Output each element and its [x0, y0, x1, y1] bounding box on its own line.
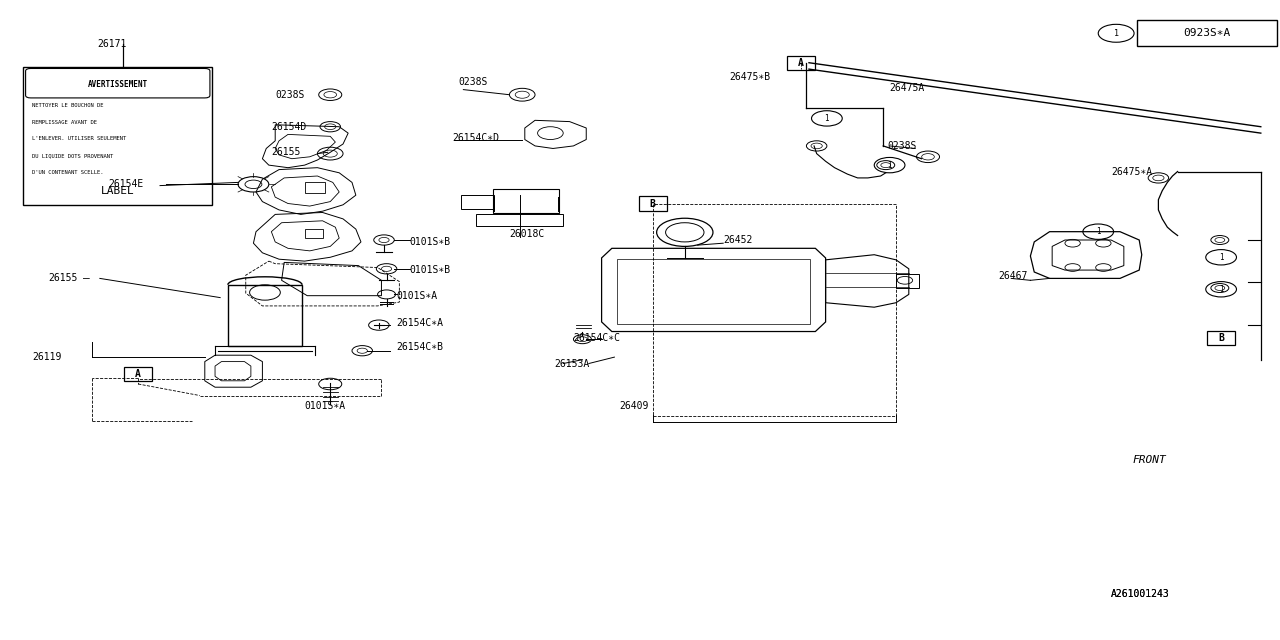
- Text: 26467: 26467: [998, 271, 1028, 282]
- Text: 26154C∗D: 26154C∗D: [452, 132, 499, 143]
- Text: A261001243: A261001243: [1111, 589, 1170, 599]
- Bar: [476, 214, 563, 226]
- Text: D'UN CONTENANT SCELLE.: D'UN CONTENANT SCELLE.: [32, 170, 104, 175]
- Text: 26452: 26452: [723, 235, 753, 245]
- Text: 26154C∗C: 26154C∗C: [573, 333, 621, 343]
- Text: 26154C∗A: 26154C∗A: [397, 318, 444, 328]
- Text: 26475A: 26475A: [890, 83, 925, 93]
- Text: 0923S∗A: 0923S∗A: [1184, 28, 1230, 38]
- Text: 26475∗A: 26475∗A: [1111, 166, 1152, 177]
- Text: 0238S: 0238S: [458, 77, 488, 87]
- Text: 26154E: 26154E: [109, 179, 145, 189]
- Text: 1: 1: [1114, 29, 1119, 38]
- Text: 1: 1: [1219, 285, 1224, 294]
- Text: FRONT: FRONT: [1133, 454, 1166, 465]
- Text: 26119: 26119: [32, 352, 61, 362]
- Text: A261001243: A261001243: [1111, 589, 1170, 599]
- Text: 0101S∗B: 0101S∗B: [410, 237, 451, 247]
- Text: 26018C: 26018C: [509, 228, 545, 239]
- Text: B: B: [650, 198, 655, 209]
- Text: 0101S∗A: 0101S∗A: [305, 401, 346, 412]
- Text: 26155: 26155: [271, 147, 301, 157]
- Text: A: A: [799, 58, 804, 68]
- Text: NETTOYER LE BOUCHON DE: NETTOYER LE BOUCHON DE: [32, 103, 104, 108]
- Text: LABEL: LABEL: [101, 186, 134, 196]
- Bar: [23, 67, 212, 205]
- Text: DU LIQUIDE DOTS PROVENANT: DU LIQUIDE DOTS PROVENANT: [32, 153, 113, 158]
- Bar: [1207, 331, 1235, 345]
- Text: 1: 1: [824, 114, 829, 123]
- Text: 26475∗B: 26475∗B: [730, 72, 771, 82]
- Bar: [305, 229, 323, 238]
- Text: 1: 1: [1219, 253, 1224, 262]
- Text: 26409: 26409: [620, 401, 648, 412]
- Text: —: —: [83, 273, 90, 284]
- Text: A: A: [136, 369, 141, 379]
- Text: AVERTISSEMENT: AVERTISSEMENT: [88, 80, 147, 89]
- Bar: [896, 274, 919, 288]
- Text: REMPLISSAGE AVANT DE: REMPLISSAGE AVANT DE: [32, 120, 97, 125]
- Bar: [493, 189, 559, 213]
- Bar: [461, 195, 494, 209]
- Text: 0101S∗B: 0101S∗B: [410, 265, 451, 275]
- Bar: [1137, 20, 1277, 46]
- Bar: [124, 367, 152, 381]
- Text: 0238S: 0238S: [887, 141, 916, 151]
- Bar: [228, 285, 302, 346]
- Text: 26171: 26171: [97, 38, 127, 49]
- Text: 26154C∗B: 26154C∗B: [397, 342, 444, 352]
- Text: 26153A: 26153A: [554, 358, 590, 369]
- Text: L'ENLEVER. UTILISER SEULEMENT: L'ENLEVER. UTILISER SEULEMENT: [32, 136, 127, 141]
- Text: 26155: 26155: [49, 273, 78, 284]
- Text: 1: 1: [887, 161, 892, 170]
- Bar: [639, 196, 667, 211]
- Text: 1: 1: [1096, 227, 1101, 236]
- Text: 0101S∗A: 0101S∗A: [397, 291, 438, 301]
- Bar: [787, 56, 815, 70]
- Text: B: B: [1219, 333, 1224, 343]
- Bar: [305, 182, 325, 193]
- Text: 0238S: 0238S: [275, 90, 305, 100]
- Text: 26154D: 26154D: [271, 122, 307, 132]
